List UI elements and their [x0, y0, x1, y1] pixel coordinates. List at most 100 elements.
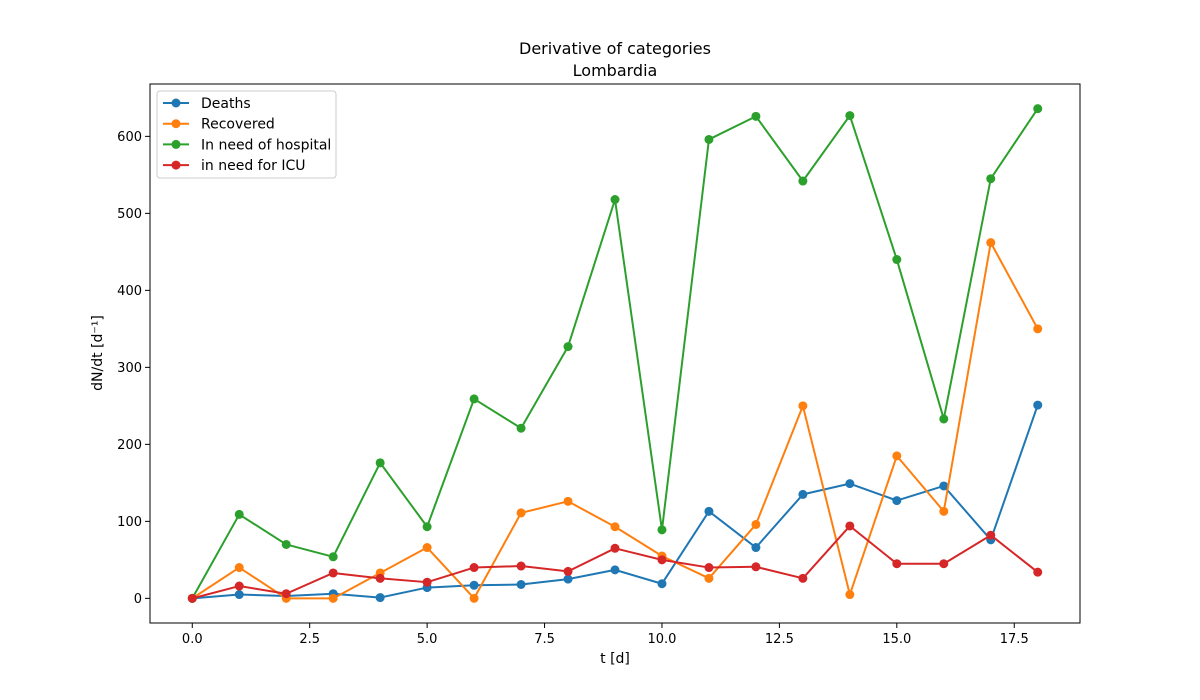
data-point — [751, 543, 761, 553]
x-axis-label: t [d] — [600, 651, 630, 667]
y-tick-label: 600 — [117, 130, 142, 145]
data-point — [328, 568, 338, 578]
data-point — [1033, 400, 1043, 410]
legend-swatch-marker — [171, 119, 181, 129]
data-point — [845, 111, 855, 121]
data-point — [657, 525, 667, 535]
legend-swatch-marker — [171, 98, 181, 108]
data-point — [986, 174, 996, 184]
data-point — [469, 394, 479, 404]
data-point — [892, 451, 902, 461]
data-point — [375, 573, 385, 583]
data-point — [516, 561, 526, 571]
data-point — [516, 508, 526, 518]
y-tick-label: 400 — [117, 284, 142, 299]
axis-ticks: 0.0 2.5 5.0 7.5 10.0 12.5 15.0 17.5 0 100 200 300 40… — [117, 130, 1029, 647]
data-point — [704, 563, 714, 573]
legend: Deaths Recovered In need of hospital in nee… — [156, 90, 337, 179]
series-line — [192, 524, 1039, 600]
plot-area — [149, 83, 1081, 624]
data-point — [281, 589, 291, 599]
y-tick-label: 100 — [117, 515, 142, 530]
y-tick-label: 0 — [134, 592, 142, 607]
legend-label: Deaths — [201, 96, 251, 112]
x-tick-label: 7.5 — [534, 632, 555, 647]
y-tick-label: 200 — [117, 438, 142, 453]
data-point — [234, 590, 244, 600]
data-point — [610, 543, 620, 553]
data-point — [563, 566, 573, 576]
data-point — [281, 539, 291, 549]
data-point — [657, 555, 667, 565]
x-tick-label: 15.0 — [882, 632, 911, 647]
legend-box — [156, 90, 337, 179]
legend-swatch-marker — [171, 139, 181, 149]
data-point — [234, 581, 244, 591]
data-point — [469, 593, 479, 603]
legend-item: in need for ICU — [163, 158, 306, 174]
chart-title: Derivative of categories — [519, 39, 711, 58]
data-point — [516, 423, 526, 433]
data-point — [234, 509, 244, 519]
data-point — [1033, 324, 1043, 334]
legend-item: Deaths — [163, 96, 251, 112]
data-point — [704, 134, 714, 144]
data-point — [422, 577, 432, 587]
data-point — [610, 195, 620, 204]
series-deaths — [187, 400, 1043, 603]
data-point — [516, 580, 526, 589]
data-point — [563, 496, 573, 506]
legend-item: In need of hospital — [163, 137, 331, 153]
data-point — [939, 481, 949, 491]
data-point — [375, 593, 385, 603]
data-point — [751, 519, 761, 529]
data-point — [751, 111, 761, 121]
y-axis-label: dN/dt [d⁻¹] — [90, 315, 106, 391]
series-in-need-for-icu — [187, 521, 1043, 603]
x-tick-label: 5.0 — [417, 632, 438, 647]
data-point — [845, 590, 855, 600]
data-point — [422, 543, 432, 553]
data-point — [845, 521, 855, 531]
legend-label: Recovered — [201, 117, 275, 133]
data-point — [939, 559, 949, 569]
data-point — [1033, 104, 1043, 114]
data-point — [986, 530, 996, 540]
data-point — [798, 573, 808, 583]
data-point — [892, 255, 902, 265]
x-tick-label: 12.5 — [765, 632, 794, 647]
legend-item: Recovered — [163, 117, 275, 133]
data-point — [751, 562, 761, 572]
legend-label: in need for ICU — [201, 158, 306, 174]
x-tick-label: 10.0 — [647, 632, 676, 647]
data-point — [986, 238, 996, 248]
chart-title-group: Derivative of categories Lombardia — [519, 39, 711, 80]
data-point — [328, 593, 338, 603]
data-point — [187, 593, 197, 603]
data-point — [798, 489, 808, 499]
data-point — [610, 522, 620, 532]
y-tick-label: 500 — [117, 207, 142, 222]
y-tick-label: 300 — [117, 361, 142, 376]
series-in-need-of-hospital — [187, 104, 1043, 603]
x-tick-label: 17.5 — [1000, 632, 1029, 647]
legend-label: In need of hospital — [201, 137, 331, 153]
data-point — [704, 573, 714, 583]
data-point — [469, 580, 479, 590]
data-point — [657, 579, 667, 589]
data-point — [328, 552, 338, 562]
legend-swatch-marker — [171, 160, 181, 170]
data-point — [610, 565, 620, 575]
data-point — [845, 479, 855, 489]
data-point — [704, 506, 714, 516]
chart-subtitle: Lombardia — [573, 61, 658, 80]
data-point — [469, 563, 479, 573]
data-point — [1033, 567, 1043, 577]
data-point — [422, 522, 432, 532]
data-point — [563, 574, 573, 584]
data-point — [939, 414, 949, 424]
data-point — [375, 458, 385, 468]
data-point — [234, 563, 244, 573]
series-group — [187, 104, 1043, 603]
